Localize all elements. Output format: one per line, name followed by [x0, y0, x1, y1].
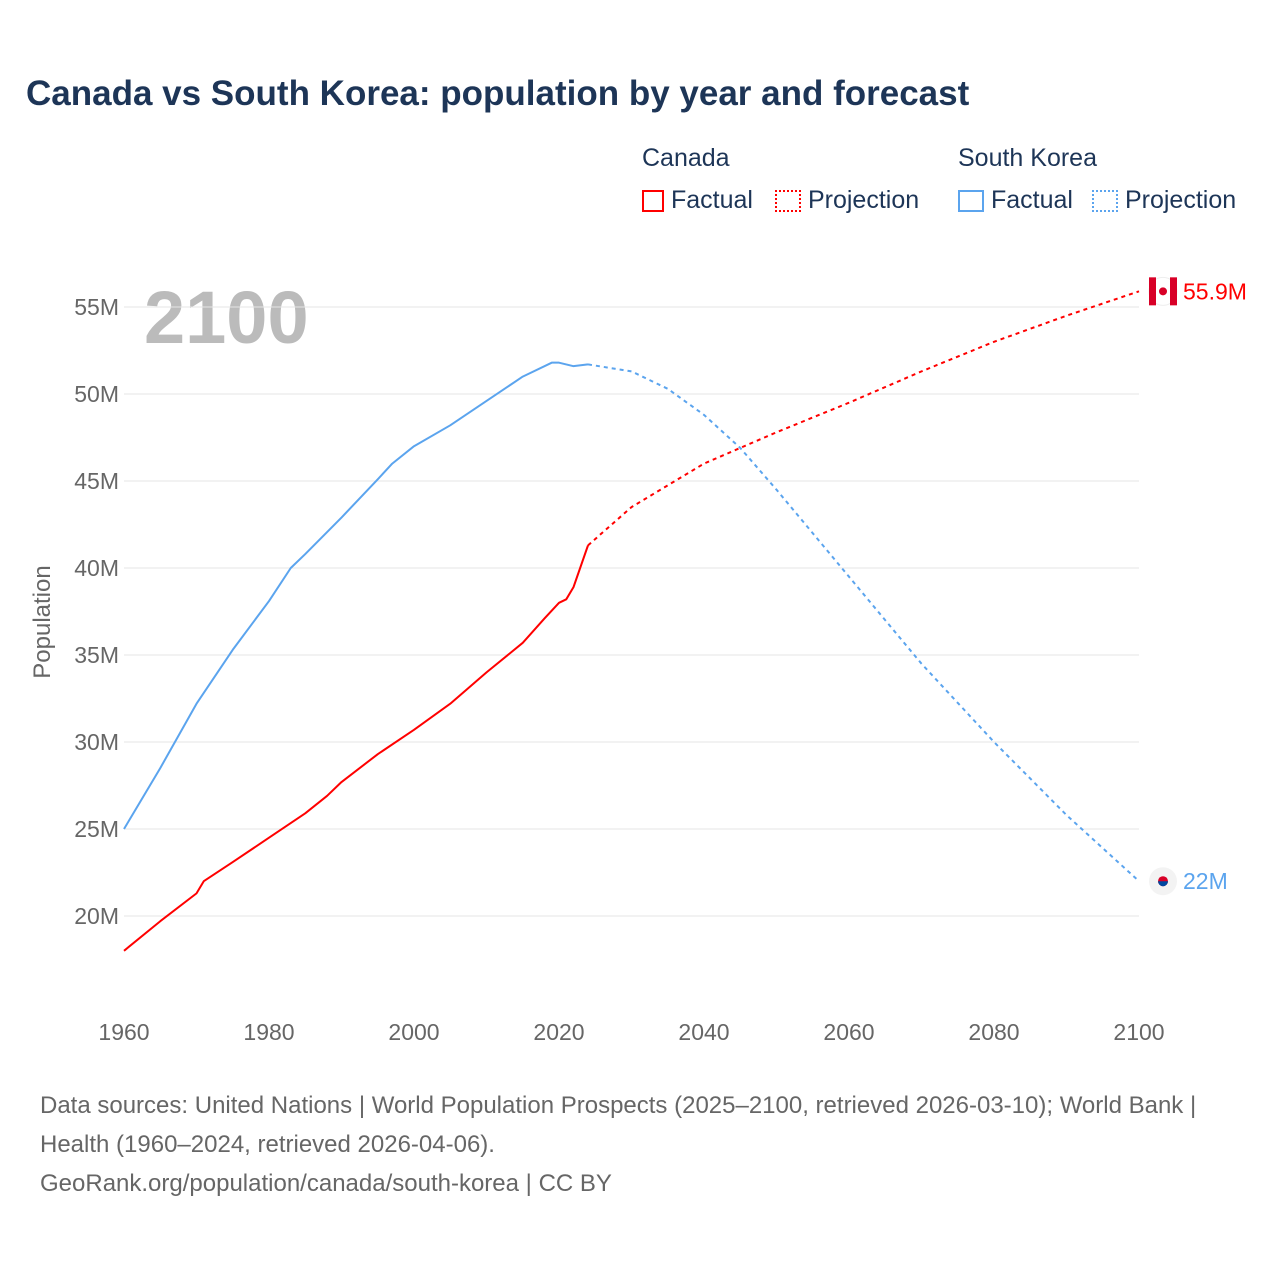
y-tick-label: 30M: [74, 729, 119, 755]
legend-label: Factual: [670, 186, 753, 214]
legend-canada-factual[interactable]: Factual: [642, 186, 753, 215]
source-link[interactable]: GeoRank.org/population/canada/south-kore…: [40, 1170, 612, 1197]
legend-korea-projection[interactable]: Projection: [1092, 186, 1236, 215]
series-line-canada-factual: [123, 545, 589, 952]
y-tick-label: 40M: [74, 555, 119, 581]
legend-canada-projection[interactable]: Projection: [775, 186, 919, 215]
y-tick-label: 45M: [74, 468, 119, 494]
year-display: 2100: [144, 276, 309, 359]
x-tick-label: 2080: [968, 1019, 1019, 1045]
flag-canada-icon: [1148, 276, 1178, 306]
x-tick-label: 1960: [98, 1019, 149, 1045]
x-tick-label: 2020: [533, 1019, 584, 1045]
legend-label: Projection: [807, 186, 920, 214]
series-line-south-korea-projection: [587, 363, 1140, 882]
y-tick-label: 20M: [74, 903, 119, 929]
source-line: Data sources: United Nations | World Pop…: [40, 1092, 1197, 1158]
legend-swatch: [775, 190, 801, 212]
legend-swatch: [642, 190, 664, 212]
y-axis-label: Population: [29, 565, 56, 678]
x-tick-label: 2100: [1113, 1019, 1164, 1045]
series-line-south-korea-factual: [123, 361, 589, 830]
x-tick-label: 2040: [678, 1019, 729, 1045]
end-value-label-canada: 55.9M: [1183, 278, 1247, 304]
source-note: Data sources: United Nations | World Pop…: [40, 1086, 1240, 1203]
x-tick-label: 2060: [823, 1019, 874, 1045]
legend-label: Factual: [990, 186, 1073, 214]
y-tick-label: 25M: [74, 816, 119, 842]
legend-group-south-korea: South Korea: [958, 144, 1097, 172]
series-line-canada-projection: [587, 290, 1140, 547]
legend-swatch: [1092, 190, 1118, 212]
chart-title: Canada vs South Korea: population by yea…: [26, 74, 970, 113]
legend-swatch: [958, 190, 984, 212]
flag-south-korea-icon: [1149, 867, 1177, 896]
legend-group-canada: Canada: [642, 144, 730, 172]
y-tick-label: 50M: [74, 381, 119, 407]
legend-label: Projection: [1124, 186, 1237, 214]
y-tick-label: 55M: [74, 294, 119, 320]
y-tick-label: 35M: [74, 642, 119, 668]
x-tick-label: 2000: [388, 1019, 439, 1045]
x-tick-label: 1980: [243, 1019, 294, 1045]
end-value-label-south_korea: 22M: [1183, 868, 1228, 894]
legend-korea-factual[interactable]: Factual: [958, 186, 1073, 215]
